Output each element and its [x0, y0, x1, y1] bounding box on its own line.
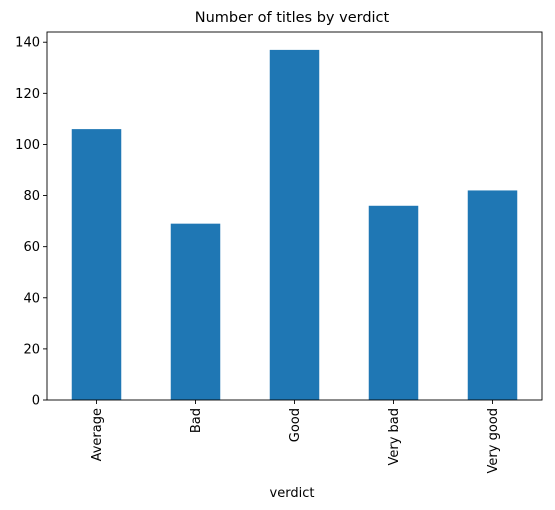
- x-tick-label: Average: [90, 408, 105, 461]
- bars-layer: [71, 49, 518, 401]
- y-tick-label: 80: [23, 189, 40, 204]
- x-tick-label: Very bad: [387, 408, 402, 466]
- bar-bad: [170, 223, 221, 400]
- y-axis: 0 20 40 60 80 100 120 140: [15, 36, 47, 409]
- x-tick-label: Bad: [189, 408, 204, 433]
- y-tick-label: 40: [23, 291, 40, 306]
- y-tick-label: 140: [15, 36, 40, 51]
- x-axis: Average Bad Good Very bad Very good: [90, 400, 501, 473]
- x-tick-label: Good: [288, 408, 303, 442]
- bar-good: [269, 49, 320, 401]
- x-tick-label: Very good: [486, 408, 501, 473]
- bar-average: [71, 129, 122, 400]
- plot-frame: [46, 31, 543, 401]
- chart-title: Number of titles by verdict: [195, 10, 390, 26]
- y-tick-label: 120: [15, 87, 40, 102]
- bar-very-bad: [368, 205, 419, 400]
- y-tick-label: 20: [23, 342, 40, 357]
- y-tick-label: 100: [15, 138, 40, 153]
- y-tick-label: 0: [32, 394, 40, 409]
- x-axis-label: verdict: [270, 486, 315, 501]
- bar-very-good: [467, 190, 518, 400]
- y-tick-label: 60: [23, 240, 40, 255]
